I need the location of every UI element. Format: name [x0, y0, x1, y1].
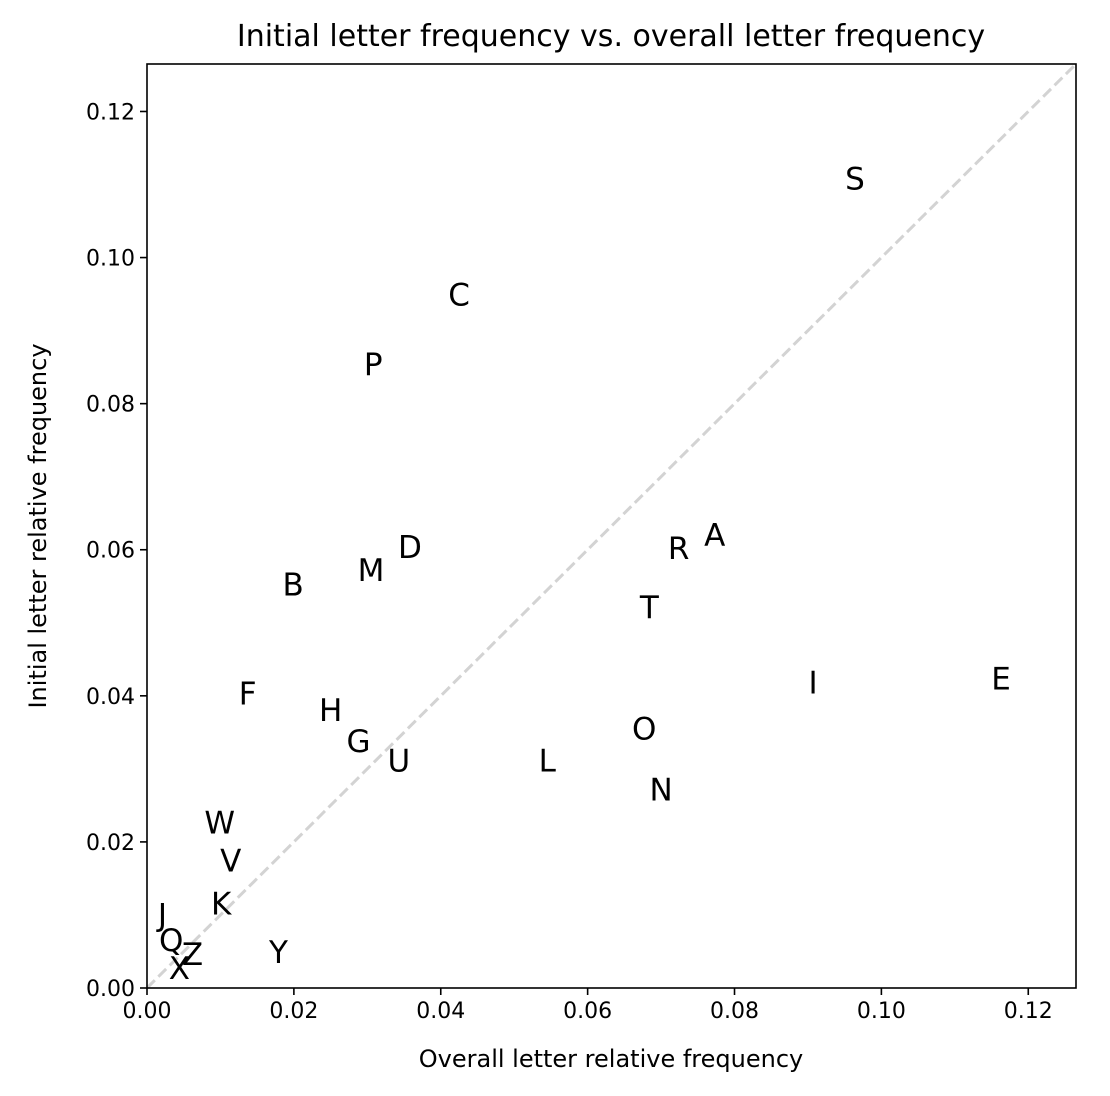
point-label-y: Y	[268, 935, 288, 971]
point-label-b: B	[283, 567, 304, 603]
point-label-e: E	[991, 662, 1011, 698]
point-label-g: G	[346, 724, 370, 760]
x-tick-label: 0.00	[123, 999, 172, 1024]
x-axis-label: Overall letter relative frequency	[419, 1045, 803, 1073]
point-label-a: A	[704, 518, 725, 554]
point-label-f: F	[239, 676, 257, 712]
point-label-v: V	[220, 844, 241, 880]
point-label-z: Z	[182, 937, 203, 973]
y-tick-label: 0.02	[86, 831, 135, 856]
chart-title: Initial letter frequency vs. overall let…	[237, 19, 985, 54]
point-label-r: R	[668, 531, 690, 567]
point-label-k: K	[211, 887, 232, 923]
x-tick-label: 0.04	[416, 999, 465, 1024]
point-label-j: J	[156, 898, 167, 934]
point-label-n: N	[649, 773, 672, 809]
plot-frame	[146, 63, 1077, 989]
y-tick-label: 0.12	[86, 100, 135, 125]
y-tick-label: 0.06	[86, 539, 135, 564]
point-label-w: W	[204, 806, 235, 842]
point-label-h: H	[319, 693, 342, 729]
point-label-d: D	[398, 530, 422, 566]
x-tick-label: 0.10	[857, 999, 906, 1024]
y-tick-label: 0.10	[86, 247, 135, 272]
point-label-c: C	[448, 278, 470, 314]
x-tick-label: 0.02	[269, 999, 318, 1024]
diagonal-reference-line	[145, 62, 1078, 990]
x-tick-label: 0.06	[563, 999, 612, 1024]
y-tick-label: 0.00	[86, 977, 135, 1002]
x-tick-label: 0.08	[710, 999, 759, 1024]
y-tick-label: 0.08	[86, 393, 135, 418]
point-label-i: I	[809, 665, 818, 701]
point-label-p: P	[364, 347, 383, 383]
x-tick-label: 0.12	[1004, 999, 1053, 1024]
point-label-l: L	[539, 744, 557, 780]
point-label-u: U	[388, 744, 411, 780]
y-tick-label: 0.04	[86, 685, 135, 710]
point-label-m: M	[358, 553, 385, 589]
y-axis-label: Initial letter relative frequency	[24, 343, 52, 708]
point-label-q: Q	[159, 923, 183, 959]
point-label-s: S	[845, 161, 865, 197]
point-label-t: T	[639, 590, 660, 626]
point-label-x: X	[169, 951, 190, 987]
plot-area: 0.00 0.02 0.04 0.06 0.08 0.10 0.12 0.00 0.02 0.04…	[86, 62, 1078, 1024]
point-label-o: O	[632, 711, 656, 747]
